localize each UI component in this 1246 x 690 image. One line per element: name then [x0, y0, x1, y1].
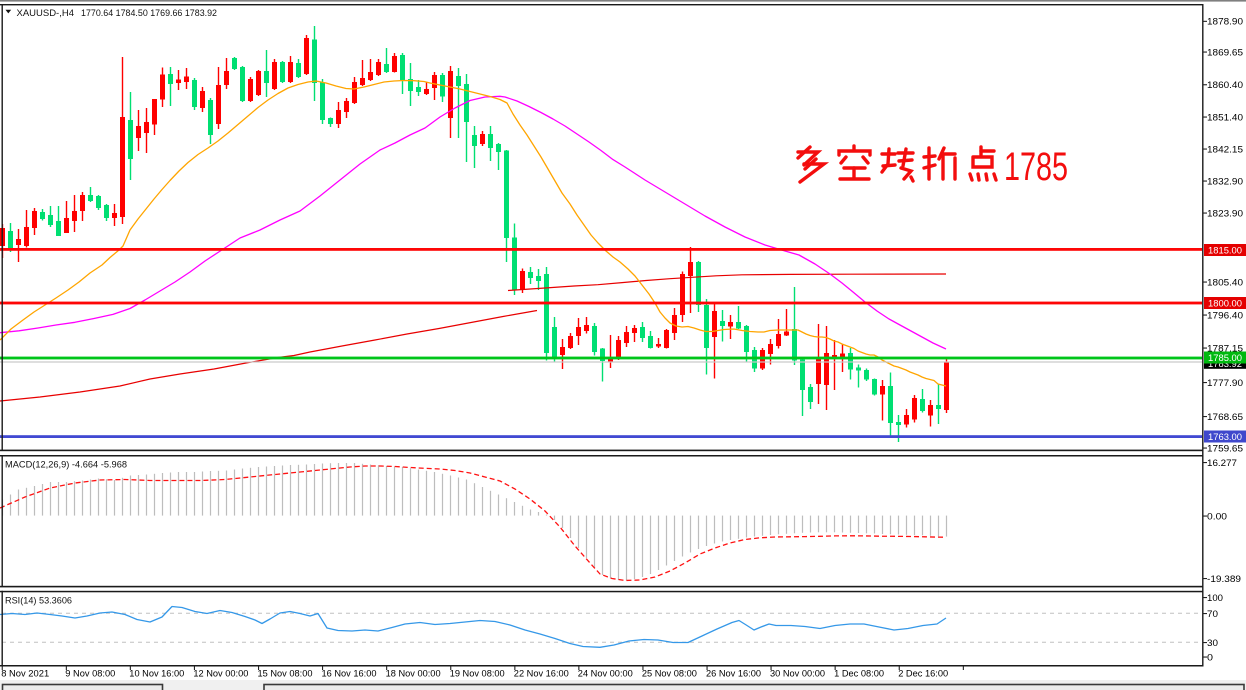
svg-text:22 Nov 16:00: 22 Nov 16:00 [514, 669, 569, 680]
svg-text:100: 100 [1207, 593, 1223, 604]
svg-text:1768.65: 1768.65 [1207, 412, 1243, 423]
svg-text:MACD(12,26,9) -4.664 -5.968: MACD(12,26,9) -4.664 -5.968 [5, 460, 127, 471]
svg-text:1759.65: 1759.65 [1207, 443, 1243, 454]
svg-text:18 Nov 00:00: 18 Nov 00:00 [386, 669, 441, 680]
svg-text:1878.90: 1878.90 [1207, 17, 1243, 28]
svg-text:0: 0 [1207, 652, 1213, 663]
svg-text:1787.15: 1787.15 [1207, 343, 1243, 354]
svg-text:2 Dec 16:00: 2 Dec 16:00 [898, 669, 948, 680]
svg-text:12 Nov 00:00: 12 Nov 00:00 [193, 669, 248, 680]
svg-text:24 Nov 00:00: 24 Nov 00:00 [578, 669, 633, 680]
svg-text:1860.40: 1860.40 [1207, 80, 1243, 91]
svg-text:1815.00: 1815.00 [1208, 245, 1242, 256]
svg-text:16.277: 16.277 [1207, 458, 1237, 469]
svg-text:1 Dec 08:00: 1 Dec 08:00 [834, 669, 884, 680]
svg-text:30 Nov 00:00: 30 Nov 00:00 [770, 669, 825, 680]
svg-text:15 Nov 08:00: 15 Nov 08:00 [258, 669, 313, 680]
svg-text:70: 70 [1207, 609, 1218, 620]
svg-text:XAUUSD-,H4: XAUUSD-,H4 [17, 8, 75, 19]
svg-text:1800.00: 1800.00 [1208, 298, 1242, 309]
svg-text:26 Nov 16:00: 26 Nov 16:00 [706, 669, 761, 680]
svg-text:10 Nov 16:00: 10 Nov 16:00 [129, 669, 184, 680]
svg-text:1783.92: 1783.92 [1208, 359, 1242, 370]
svg-text:1777.90: 1777.90 [1207, 378, 1243, 389]
svg-text:-19.389: -19.389 [1207, 574, 1241, 585]
svg-text:0.00: 0.00 [1207, 511, 1227, 522]
svg-text:RSI(14) 53.3606: RSI(14) 53.3606 [5, 596, 72, 607]
svg-text:1842.15: 1842.15 [1207, 144, 1243, 155]
svg-text:30: 30 [1207, 638, 1218, 649]
svg-text:1796.40: 1796.40 [1207, 310, 1243, 321]
svg-text:8 Nov 2021: 8 Nov 2021 [1, 669, 49, 680]
svg-text:25 Nov 08:00: 25 Nov 08:00 [642, 669, 697, 680]
svg-text:1805.40: 1805.40 [1207, 277, 1243, 288]
svg-text:1832.90: 1832.90 [1207, 176, 1243, 187]
svg-text:1770.64 1784.50 1769.66 1783.9: 1770.64 1784.50 1769.66 1783.92 [81, 8, 217, 19]
svg-text:16 Nov 16:00: 16 Nov 16:00 [322, 669, 377, 680]
svg-text:1785.00: 1785.00 [1208, 353, 1242, 364]
svg-text:9 Nov 08:00: 9 Nov 08:00 [65, 669, 115, 680]
svg-text:19 Nov 08:00: 19 Nov 08:00 [450, 669, 505, 680]
svg-text:1785: 1785 [1004, 145, 1068, 189]
svg-text:1869.65: 1869.65 [1207, 47, 1243, 58]
svg-text:1823.90: 1823.90 [1207, 208, 1243, 219]
svg-text:1763.00: 1763.00 [1208, 432, 1242, 443]
svg-text:1851.40: 1851.40 [1207, 112, 1243, 123]
